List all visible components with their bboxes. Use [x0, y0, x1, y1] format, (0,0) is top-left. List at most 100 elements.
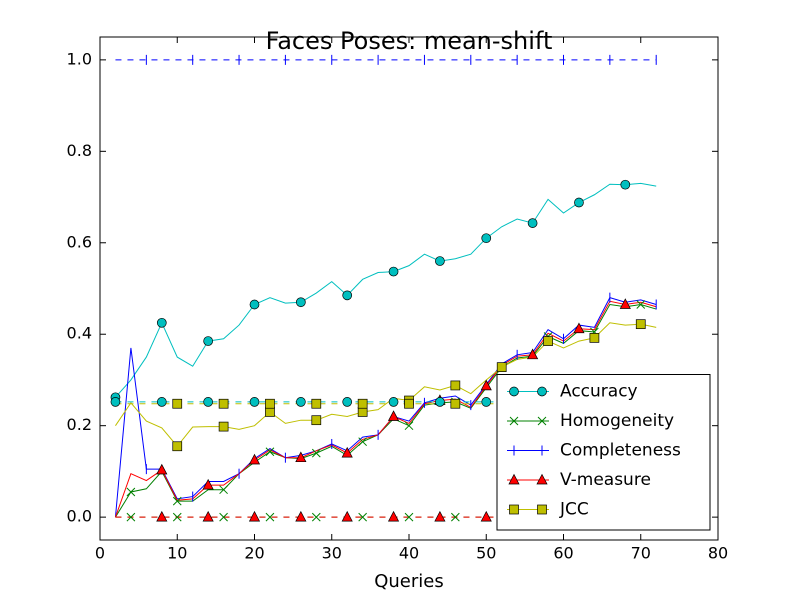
marker [543, 336, 553, 346]
marker [480, 379, 492, 391]
marker [126, 512, 136, 522]
marker [172, 441, 183, 452]
y-tick-label: 0.8 [67, 141, 92, 160]
marker [388, 266, 399, 277]
marker [358, 512, 368, 522]
marker [509, 386, 519, 397]
marker [509, 504, 519, 515]
series-line [115, 322, 657, 448]
x-axis-label: Queries [374, 571, 444, 592]
marker [156, 317, 167, 328]
marker [110, 397, 121, 407]
marker [589, 333, 600, 343]
marker [450, 398, 461, 409]
marker [249, 397, 260, 407]
marker [265, 407, 275, 417]
marker [203, 397, 213, 407]
marker [434, 510, 446, 522]
marker [435, 256, 445, 266]
marker [619, 298, 631, 309]
marker [342, 397, 353, 407]
marker [219, 512, 228, 522]
x-tick-label: 10 [167, 544, 187, 563]
x-tick-label: 80 [708, 544, 728, 563]
marker [387, 510, 400, 522]
marker [311, 415, 322, 426]
marker [537, 386, 547, 397]
marker [219, 485, 228, 495]
marker [481, 397, 492, 407]
marker [509, 416, 519, 426]
marker [636, 300, 646, 309]
marker [527, 348, 539, 360]
marker [126, 487, 136, 497]
marker [265, 512, 275, 522]
marker [295, 451, 307, 463]
marker [172, 496, 182, 506]
marker [202, 510, 214, 522]
legend-label: JCC [559, 500, 589, 520]
marker [172, 398, 183, 409]
marker [203, 336, 213, 346]
plot-area [110, 54, 657, 522]
x-tick-label: 0 [95, 544, 105, 563]
x-tick-label: 60 [553, 544, 573, 563]
legend-box [496, 374, 711, 531]
marker [357, 407, 368, 417]
marker [450, 512, 460, 522]
y-tick-label: 0.4 [67, 324, 92, 343]
marker [248, 453, 261, 465]
marker [496, 362, 507, 373]
marker [387, 410, 400, 421]
marker [574, 197, 584, 208]
x-tick-label: 20 [244, 544, 264, 563]
marker [450, 380, 461, 391]
marker [341, 510, 353, 522]
marker [295, 510, 307, 522]
marker [388, 397, 399, 407]
x-tick-label: 50 [476, 544, 496, 563]
legend-label: V-measure [560, 470, 651, 490]
marker [635, 319, 646, 330]
marker [537, 504, 547, 515]
marker [156, 463, 168, 475]
marker [156, 510, 168, 522]
marker [435, 397, 445, 407]
legend: Accuracy Homogeneity Completeness V-measure… [496, 374, 711, 531]
marker [172, 512, 182, 522]
marker [527, 218, 538, 228]
legend-label: Homogeneity [560, 411, 674, 431]
marker [156, 397, 167, 407]
marker [265, 398, 275, 409]
marker [404, 398, 414, 409]
marker [218, 398, 229, 409]
x-tick-label: 70 [631, 544, 651, 563]
marker [311, 512, 321, 522]
marker [536, 473, 548, 485]
x-tick-label: 40 [399, 544, 419, 563]
y-tick-label: 0.2 [67, 415, 92, 434]
marker [573, 322, 585, 334]
marker [341, 446, 353, 458]
marker [404, 421, 414, 431]
legend-label: Completeness [560, 441, 681, 461]
series-line [115, 303, 657, 518]
marker [296, 397, 306, 407]
y-tick-label: 0.0 [67, 507, 92, 526]
marker [481, 233, 492, 244]
marker [202, 478, 214, 490]
marker [249, 299, 260, 310]
marker [265, 447, 275, 457]
marker [358, 437, 368, 447]
marker [296, 297, 306, 308]
y-tick-label: 1.0 [67, 49, 92, 68]
marker [508, 473, 520, 485]
marker [248, 510, 261, 522]
marker [537, 416, 547, 426]
marker [342, 290, 353, 301]
marker [404, 512, 414, 522]
legend-label: Accuracy [560, 382, 638, 402]
plot-frame [99, 36, 719, 541]
marker [311, 398, 322, 409]
